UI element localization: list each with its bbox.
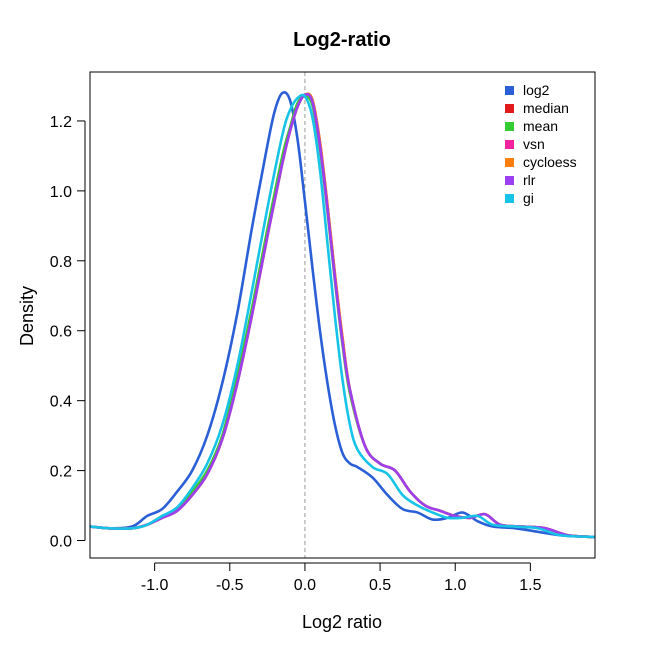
y-tick-label: 1.2: [50, 114, 72, 131]
chart-title: Log2-ratio: [293, 29, 391, 51]
x-axis-label: Log2 ratio: [302, 612, 382, 632]
plot-frame: [89, 71, 596, 559]
x-tick-label: -1.0: [141, 577, 169, 594]
x-axis: -1.0 -0.5 0.0 0.5 1.0 1.5: [141, 562, 542, 594]
x-tick-label: 1.0: [444, 577, 466, 594]
series-line-rlr: [90, 92, 595, 539]
series-line-log2: [90, 90, 595, 539]
x-tick-label: 0.0: [294, 577, 316, 594]
legend-swatch-cycloess: [505, 158, 514, 167]
legend-label-vsn: vsn: [523, 136, 545, 152]
y-tick-label: 1.0: [50, 184, 72, 201]
y-axis-label: Density: [17, 286, 37, 346]
legend-label-cycloess: cycloess: [523, 154, 577, 170]
legend-label-rlr: rlr: [523, 172, 536, 188]
series-line-cycloess: [90, 92, 595, 539]
x-tick-label: -0.5: [216, 577, 244, 594]
y-tick-label: 0.6: [50, 324, 72, 341]
series-line-mean: [90, 95, 595, 539]
legend-label-gi: gi: [523, 190, 534, 206]
legend-swatch-log2: [505, 86, 514, 95]
x-tick-label: 0.5: [369, 577, 391, 594]
legend-swatch-gi: [505, 194, 514, 203]
y-tick-label: 0.8: [50, 254, 72, 271]
legend-label-log2: log2: [523, 82, 550, 98]
legend-swatch-vsn: [505, 140, 514, 149]
legend: log2 median mean vsn cycloess rlr gi: [505, 82, 577, 206]
legend-swatch-median: [505, 104, 514, 113]
legend-label-median: median: [523, 100, 569, 116]
legend-swatch-rlr: [505, 176, 514, 185]
series-line-vsn: [90, 92, 595, 539]
legend-swatch-mean: [505, 122, 514, 131]
series-line-gi: [90, 93, 595, 539]
series-layer: [90, 90, 595, 539]
legend-label-mean: mean: [523, 118, 558, 134]
y-tick-label: 0.4: [50, 394, 72, 411]
y-tick-label: 0.0: [50, 534, 72, 551]
series-line-median: [90, 92, 595, 539]
x-tick-label: 1.5: [519, 577, 541, 594]
y-tick-label: 0.2: [50, 464, 72, 481]
y-axis: 0.0 0.2 0.4 0.6 0.8 1.0 1.2: [50, 114, 86, 551]
